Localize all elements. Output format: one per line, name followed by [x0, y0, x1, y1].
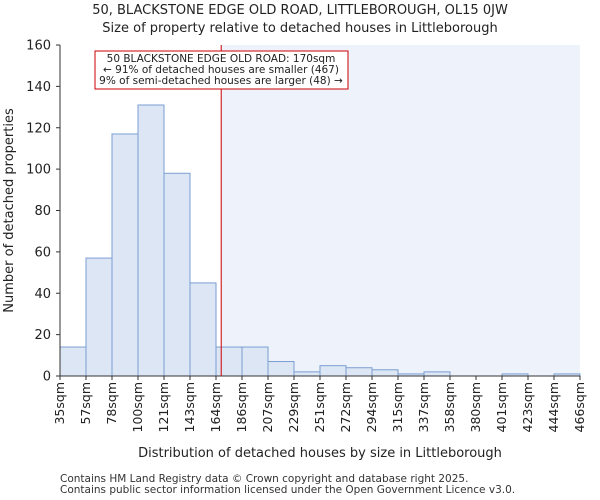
histogram-bar	[189, 282, 217, 377]
histogram-bar	[111, 133, 139, 377]
y-tick-label: 80	[34, 204, 51, 219]
histogram-bar	[267, 361, 295, 377]
x-tick-label: 251sqm	[312, 382, 327, 432]
x-tick-label: 380sqm	[468, 382, 483, 432]
y-tick-label: 120	[26, 121, 51, 136]
x-tick-label: 78sqm	[104, 382, 119, 425]
histogram-bar	[215, 346, 243, 377]
x-tick-label: 358sqm	[442, 382, 457, 432]
x-tick-label: 164sqm	[208, 382, 223, 432]
histogram-bar	[423, 371, 451, 377]
histogram-bar	[241, 346, 269, 377]
x-tick-label: 466sqm	[572, 382, 587, 432]
y-tick-label: 40	[34, 287, 51, 302]
y-tick-label: 160	[26, 39, 51, 54]
highlight-region	[221, 45, 580, 376]
histogram-bar	[345, 367, 373, 377]
histogram-bar	[59, 346, 87, 377]
y-tick-label: 100	[26, 163, 51, 178]
chart-title-line2: Size of property relative to detached ho…	[102, 21, 498, 36]
histogram-bar	[137, 104, 165, 377]
y-axis-title: Number of detached properties	[2, 108, 17, 313]
annotation-line-2: ← 91% of detached houses are smaller (46…	[103, 64, 339, 76]
annotation-line-3: 9% of semi-detached houses are larger (4…	[99, 75, 343, 87]
x-tick-label: 143sqm	[182, 382, 197, 432]
y-tick-label: 20	[34, 328, 51, 343]
annotation-box	[94, 50, 349, 90]
x-axis-title: Distribution of detached houses by size …	[138, 446, 502, 461]
histogram-bar	[371, 369, 399, 377]
x-tick-label: 272sqm	[338, 382, 353, 432]
x-tick-label: 423sqm	[520, 382, 535, 432]
x-tick-label: 229sqm	[286, 382, 301, 432]
y-tick-label: 140	[26, 80, 51, 95]
y-tick-label: 60	[34, 245, 51, 260]
x-tick-label: 121sqm	[156, 382, 171, 432]
histogram-bar	[293, 371, 321, 377]
histogram-chart: 0 20 40 60 80 100 120 140 160 35sqm 57sqm 78sqm 100s…	[2, 39, 587, 462]
annotation-line-1: 50 BLACKSTONE EDGE OLD ROAD: 170sqm	[107, 53, 336, 65]
x-tick-label: 207sqm	[260, 382, 275, 432]
footer-licence: Contains public sector information licen…	[60, 484, 516, 496]
chart-title-line1: 50, BLACKSTONE EDGE OLD ROAD, LITTLEBORO…	[92, 3, 508, 18]
footer-copyright: Contains HM Land Registry data © Crown c…	[60, 473, 469, 485]
histogram-bar	[163, 172, 191, 377]
x-tick-label: 100sqm	[130, 382, 145, 432]
x-tick-label: 35sqm	[52, 382, 67, 425]
histogram-bar	[85, 257, 113, 377]
x-tick-label: 294sqm	[364, 382, 379, 432]
x-tick-label: 315sqm	[390, 382, 405, 432]
x-tick-label: 444sqm	[546, 382, 561, 432]
x-tick-label: 186sqm	[234, 382, 249, 432]
histogram-bar	[319, 365, 347, 377]
x-tick-label: 401sqm	[494, 382, 509, 432]
x-tick-label: 57sqm	[78, 382, 93, 425]
y-tick-label: 0	[43, 370, 51, 385]
x-tick-label: 337sqm	[416, 382, 431, 432]
